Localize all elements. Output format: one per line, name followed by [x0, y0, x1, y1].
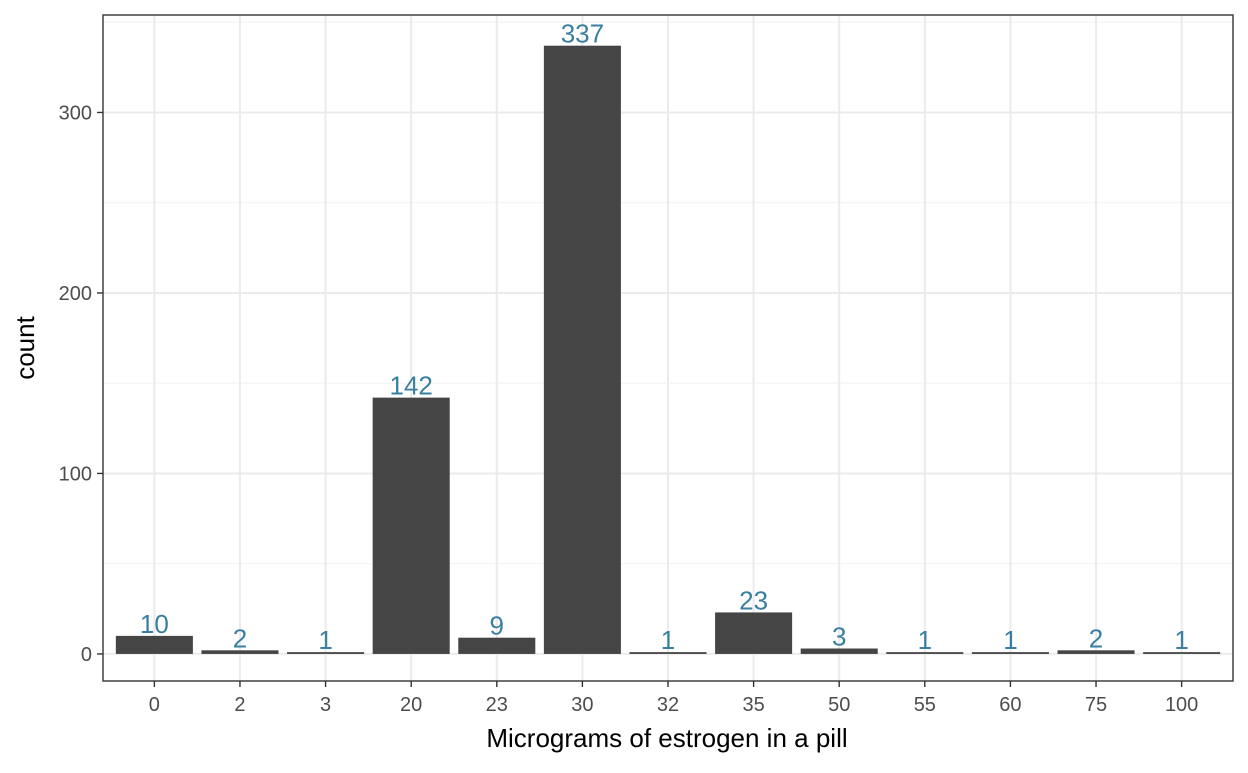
- bar-100: [1143, 652, 1221, 654]
- y-axis-title: count: [10, 315, 40, 379]
- data-label-2: 2: [233, 623, 247, 653]
- x-tick-label: 60: [999, 694, 1021, 716]
- x-tick-label: 100: [1165, 694, 1198, 716]
- data-label-23: 9: [490, 611, 504, 641]
- data-labels: 10 2 1 142 9 337 1 23 3 1 1 2 1: [140, 19, 1189, 655]
- bar-2: [201, 650, 279, 654]
- x-tick-label: 0: [149, 694, 160, 716]
- x-tick-label: 35: [742, 694, 764, 716]
- bar-55: [886, 652, 964, 654]
- bar-3: [287, 652, 365, 654]
- bar-35: [715, 612, 793, 654]
- bars: [115, 45, 1221, 654]
- x-tick-label: 32: [657, 694, 679, 716]
- bar-0: [115, 635, 193, 654]
- bar-60: [971, 652, 1049, 654]
- x-tick-label: 55: [914, 694, 936, 716]
- x-tick-label: 23: [486, 694, 508, 716]
- data-label-32: 1: [661, 625, 675, 655]
- x-axis-title: Micrograms of estrogen in a pill: [486, 723, 847, 753]
- data-label-75: 2: [1089, 623, 1103, 653]
- data-label-50: 3: [832, 622, 846, 652]
- data-label-0: 10: [140, 609, 169, 639]
- x-tick-label: 3: [320, 694, 331, 716]
- bar-50: [800, 648, 878, 654]
- x-tick-label: 30: [571, 694, 593, 716]
- y-tick-label: 0: [81, 644, 92, 666]
- data-label-35: 23: [739, 585, 768, 615]
- y-tick-label: 200: [59, 283, 92, 305]
- data-label-30: 337: [561, 19, 604, 49]
- x-tick-label: 50: [828, 694, 850, 716]
- x-tick-label: 75: [1085, 694, 1107, 716]
- data-label-55: 1: [918, 625, 932, 655]
- y-tick-label: 100: [59, 463, 92, 485]
- x-tick-label: 20: [400, 694, 422, 716]
- data-label-100: 1: [1174, 625, 1188, 655]
- data-label-20: 142: [389, 371, 432, 401]
- bar-23: [458, 637, 536, 654]
- data-label-60: 1: [1003, 625, 1017, 655]
- bar-32: [629, 652, 707, 654]
- bar-75: [1057, 650, 1135, 654]
- data-label-3: 1: [318, 625, 332, 655]
- bar-20: [372, 397, 450, 654]
- x-tick-label: 2: [234, 694, 245, 716]
- y-tick-label: 300: [59, 102, 92, 124]
- bar-30: [543, 45, 621, 654]
- grid: [103, 15, 1233, 681]
